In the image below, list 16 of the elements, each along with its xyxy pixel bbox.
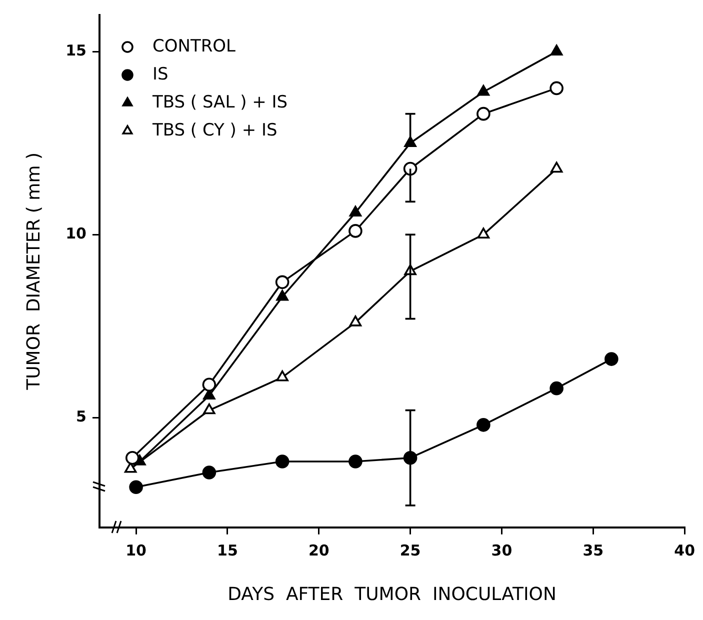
y-tick-label: 15 [66, 41, 86, 60]
legend-label: CONTROL [152, 36, 236, 56]
legend-label: TBS ( CY ) + IS [151, 120, 278, 140]
legend-label: IS [152, 64, 168, 84]
x-tick-label: 35 [582, 541, 604, 560]
legend-label: TBS ( SAL ) + IS [151, 92, 288, 112]
x-tick-label: 30 [491, 541, 512, 560]
x-tick-label: 20 [308, 541, 330, 560]
y-tick-label: 10 [66, 224, 86, 242]
x-tick-label: 25 [400, 541, 421, 560]
y-axis-title: TUMOR DIAMETER ( mm ) [23, 152, 44, 391]
x-tick-label: 40 [674, 541, 695, 560]
y-tick-label: 5 [76, 407, 86, 426]
x-tick-label: 15 [217, 541, 238, 560]
x-tick-label: 10 [126, 541, 146, 560]
x-axis-title: DAYS AFTER TUMOR INOCULATION [228, 584, 556, 605]
